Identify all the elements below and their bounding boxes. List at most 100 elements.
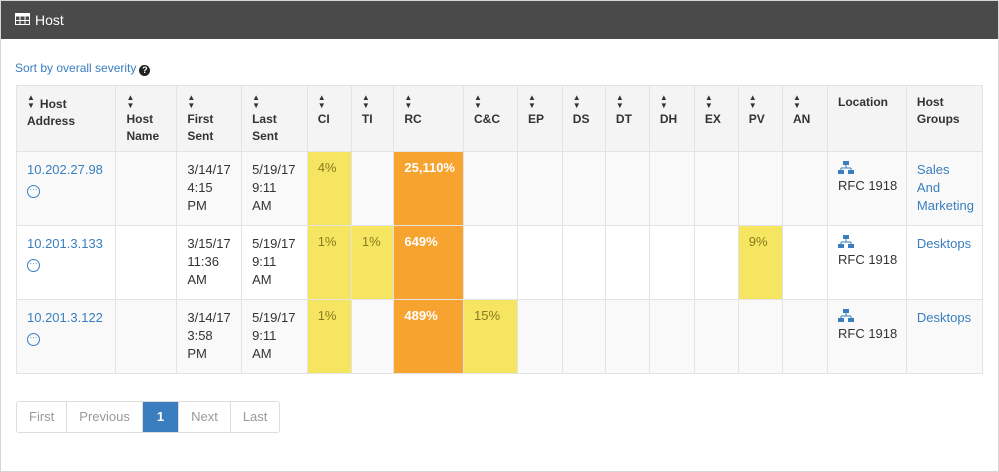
pv-severity-cell[interactable]: 9%: [737, 225, 784, 300]
host-name-cell: [115, 299, 178, 374]
location-label: RFC 1918: [837, 326, 898, 341]
col-header-ti[interactable]: ▲ ▼ TI: [350, 85, 395, 152]
cc-severity-cell: [462, 151, 518, 226]
dh-severity-cell: [648, 225, 695, 300]
last-sent-cell: 5/19/17 9:11 AM: [241, 225, 308, 300]
sort-icon[interactable]: ▲ ▼: [527, 93, 536, 110]
ti-severity-cell[interactable]: 1%: [350, 225, 395, 300]
ex-severity-cell: [693, 299, 739, 374]
sort-icon[interactable]: ▲ ▼: [748, 93, 757, 110]
col-header-ex[interactable]: ▲ ▼ EX: [693, 85, 739, 152]
ex-severity-cell: [693, 225, 739, 300]
col-header-dh[interactable]: ▲ ▼ DH: [648, 85, 695, 152]
panel-header: Host: [1, 1, 998, 39]
more-options-icon[interactable]: ···: [27, 333, 40, 346]
host-groups-cell: Desktops: [905, 225, 984, 300]
col-header-ep[interactable]: ▲ ▼ EP: [516, 85, 563, 152]
col-header-location: Location: [826, 85, 907, 152]
ep-severity-cell: [516, 299, 563, 374]
col-header-last-sent[interactable]: ▲ ▼ Last Sent: [241, 85, 308, 152]
col-header-rc[interactable]: ▲ ▼ RC: [393, 85, 464, 152]
col-header-pv[interactable]: ▲ ▼ PV: [737, 85, 784, 152]
sort-icon[interactable]: ▲ ▼: [473, 93, 482, 110]
host-group-link[interactable]: Desktops: [916, 236, 972, 251]
an-severity-cell: [782, 151, 828, 226]
col-header-cc[interactable]: ▲ ▼ C&C: [462, 85, 518, 152]
hosts-table: ▲ ▼ Host Address ▲ ▼ Host Name ▲ ▼ First Sent …: [15, 85, 984, 374]
host-address-cell: 10.201.3.133 ···: [15, 225, 117, 300]
sort-icon[interactable]: ▲ ▼: [659, 93, 668, 110]
table-row: 10.201.3.133 ··· 3/15/17 11:36 AM 5/19/17…: [15, 225, 984, 300]
location-label: RFC 1918: [837, 178, 898, 193]
network-icon[interactable]: [837, 161, 854, 175]
sort-icon[interactable]: ▲ ▼: [126, 93, 134, 110]
sort-icon[interactable]: ▲ ▼: [27, 93, 35, 110]
location-cell: RFC 1918: [826, 299, 907, 374]
sort-icon[interactable]: ▲ ▼: [361, 93, 370, 110]
ci-severity-cell[interactable]: 1%: [306, 225, 352, 300]
location-cell: RFC 1918: [826, 225, 907, 300]
host-address-link[interactable]: 10.202.27.98: [27, 162, 103, 177]
col-header-an[interactable]: ▲ ▼ AN: [782, 85, 828, 152]
current-page-button[interactable]: 1: [141, 402, 179, 432]
ci-severity-cell[interactable]: 4%: [306, 151, 352, 226]
rc-severity-cell[interactable]: 649%: [393, 225, 464, 300]
pagination: First Previous 1 Next Last: [16, 401, 281, 433]
host-group-link[interactable]: Desktops: [916, 310, 972, 325]
question-circle-icon[interactable]: ?: [139, 65, 151, 76]
first-sent-cell: 3/14/17 3:58 PM: [176, 299, 243, 374]
col-header-ci[interactable]: ▲ ▼ CI: [306, 85, 352, 152]
cc-severity-cell: [462, 225, 518, 300]
ds-severity-cell: [561, 151, 606, 226]
last-sent-cell: 5/19/17 9:11 AM: [241, 151, 308, 226]
host-name-cell: [115, 151, 178, 226]
sort-icon[interactable]: ▲ ▼: [187, 93, 195, 110]
ep-severity-cell: [516, 225, 563, 300]
rc-severity-cell[interactable]: 25,110%: [393, 151, 464, 226]
dh-severity-cell: [648, 299, 695, 374]
host-address-link[interactable]: 10.201.3.133: [27, 236, 103, 251]
ci-severity-cell[interactable]: 1%: [306, 299, 352, 374]
network-icon[interactable]: [837, 235, 854, 249]
col-header-dt[interactable]: ▲ ▼ DT: [604, 85, 650, 152]
cc-severity-cell[interactable]: 15%: [462, 299, 518, 374]
dt-severity-cell: [604, 225, 650, 300]
host-address-cell: 10.201.3.122 ···: [15, 299, 117, 374]
ti-severity-cell: [350, 299, 395, 374]
sort-icon[interactable]: ▲ ▼: [317, 93, 326, 110]
host-groups-cell: Desktops: [905, 299, 984, 374]
more-options-icon[interactable]: ···: [27, 259, 40, 272]
host-groups-cell: Sales And Marketing: [905, 151, 984, 226]
host-group-link[interactable]: Sales And Marketing: [916, 162, 974, 213]
sort-by-severity-link[interactable]: Sort by overall severity?: [15, 61, 151, 76]
col-header-first-sent[interactable]: ▲ ▼ First Sent: [176, 85, 243, 152]
col-header-ds[interactable]: ▲ ▼ DS: [561, 85, 606, 152]
ti-severity-cell: [350, 151, 395, 226]
first-page-button[interactable]: First: [29, 409, 55, 424]
ex-severity-cell: [693, 151, 739, 226]
host-address-link[interactable]: 10.201.3.122: [27, 310, 103, 325]
dt-severity-cell: [604, 299, 650, 374]
rc-severity-cell[interactable]: 489%: [393, 299, 464, 374]
location-cell: RFC 1918: [826, 151, 907, 226]
sort-icon[interactable]: ▲ ▼: [252, 93, 260, 110]
sort-icon[interactable]: ▲ ▼: [615, 93, 624, 110]
sort-icon[interactable]: ▲ ▼: [704, 93, 713, 110]
col-header-host-name[interactable]: ▲ ▼ Host Name: [115, 85, 178, 152]
panel-title: Host: [35, 12, 64, 28]
next-page-button[interactable]: Next: [178, 402, 230, 432]
sort-icon[interactable]: ▲ ▼: [793, 93, 801, 110]
an-severity-cell: [782, 225, 828, 300]
sort-icon[interactable]: ▲ ▼: [572, 93, 581, 110]
col-header-host-address[interactable]: ▲ ▼ Host Address: [15, 85, 117, 152]
sort-icon[interactable]: ▲ ▼: [404, 93, 412, 110]
col-header-host-groups: Host Groups: [905, 85, 984, 152]
pv-severity-cell: [737, 151, 784, 226]
last-page-button[interactable]: Last: [229, 402, 280, 432]
first-sent-cell: 3/15/17 11:36 AM: [176, 225, 243, 300]
network-icon[interactable]: [837, 309, 854, 323]
ds-severity-cell: [561, 225, 606, 300]
previous-page-button[interactable]: Previous: [66, 402, 142, 432]
more-options-icon[interactable]: ···: [27, 185, 40, 198]
